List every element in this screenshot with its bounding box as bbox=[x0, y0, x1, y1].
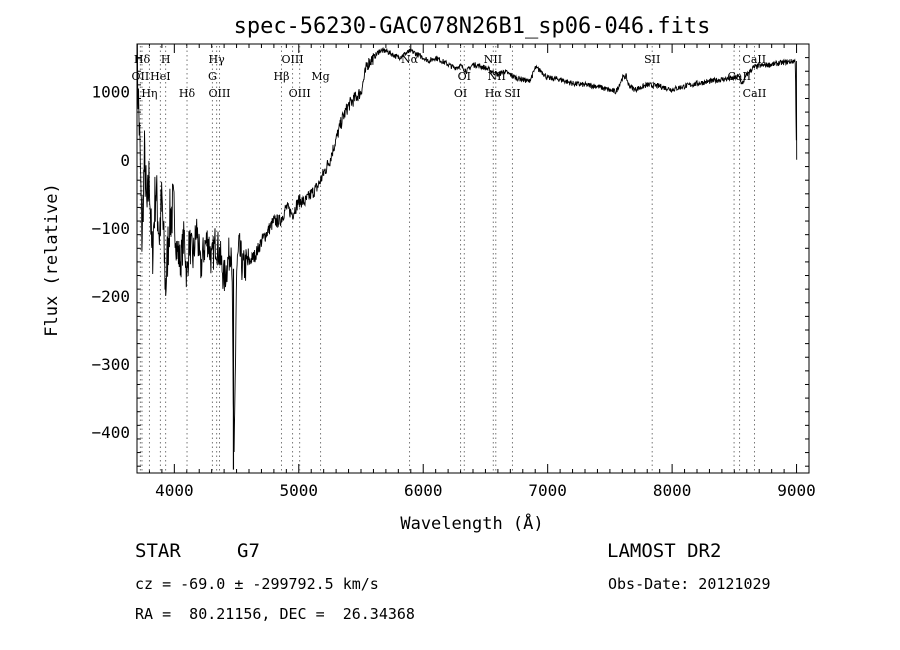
spectral-line-label: OIII bbox=[208, 87, 230, 100]
y-tick-label: 1000 bbox=[91, 83, 130, 102]
y-tick-label: −400 bbox=[91, 423, 130, 442]
x-tick-label: 8000 bbox=[653, 481, 692, 500]
spectral-line-label: SII bbox=[644, 53, 660, 66]
spectral-line-label: OIII bbox=[282, 53, 304, 66]
x-tick-label: 9000 bbox=[777, 481, 816, 500]
spectral-line-label: H bbox=[161, 53, 171, 66]
spectral-line-label: Hα bbox=[485, 87, 503, 100]
series-group bbox=[136, 43, 798, 470]
spectral-line-label: Hδ bbox=[179, 87, 196, 100]
x-tick-label: 4000 bbox=[155, 481, 194, 500]
observation-date: Obs-Date: 20121029 bbox=[608, 575, 771, 593]
y-tick-label: −300 bbox=[91, 355, 130, 374]
y-tick-label: 0 bbox=[120, 151, 130, 170]
x-tick-label: 7000 bbox=[528, 481, 567, 500]
x-axis-label: Wavelength (Å) bbox=[400, 512, 543, 534]
spectral-line-label: CaII bbox=[743, 87, 767, 100]
spectral-line-label: OI bbox=[454, 87, 467, 100]
subclass: G7 bbox=[237, 540, 260, 562]
spectral-line-label: HeI bbox=[150, 70, 170, 83]
spectral-line-label: G bbox=[208, 70, 217, 83]
x-tick-label: 6000 bbox=[404, 481, 443, 500]
redshift-info: cz = -69.0 ± -299792.5 km/s bbox=[135, 575, 379, 593]
plot-frame bbox=[136, 43, 810, 474]
y-tick-label: −100 bbox=[91, 219, 130, 238]
spectral-line-label: OIII bbox=[289, 87, 311, 100]
spectral-line-label: Mg bbox=[311, 70, 329, 83]
plot-axes: 4000 5000 6000 7000 8000 9000 −400 −300 −200 −100… bbox=[91, 43, 816, 500]
spectral-line-label: Hβ bbox=[274, 70, 290, 83]
spectral-line-label: SII bbox=[504, 87, 520, 100]
spectral-line-label: NII bbox=[484, 53, 502, 66]
x-tick-label: 5000 bbox=[280, 481, 319, 500]
spectral-line-label: OII bbox=[132, 70, 150, 83]
chart-title: spec-56230-GAC078N26B1_sp06-046.fits bbox=[234, 14, 711, 39]
spectral-line-label: OI bbox=[458, 70, 471, 83]
object-type: STAR bbox=[135, 540, 181, 562]
coordinates: RA = 80.21156, DEC = 26.34368 bbox=[135, 605, 415, 623]
survey-name: LAMOST DR2 bbox=[607, 540, 722, 562]
y-axis-label: Flux (relative) bbox=[42, 183, 62, 337]
spectral-line-label: Hδ bbox=[134, 53, 151, 66]
y-tick-label: −200 bbox=[91, 287, 130, 306]
line-markers bbox=[139, 46, 755, 473]
spectral-line-label: Nα bbox=[401, 53, 419, 66]
spectral-line-label: Hγ bbox=[209, 53, 226, 66]
spectral-line-label: Hη bbox=[141, 87, 157, 100]
spectral-line-label: CaII bbox=[742, 53, 766, 66]
spectrum-line bbox=[136, 43, 798, 453]
